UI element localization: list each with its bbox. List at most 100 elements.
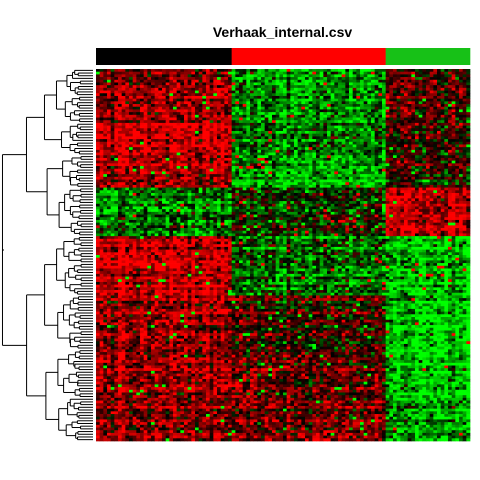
heatmap-cell: [363, 176, 368, 180]
heatmap-cell: [312, 90, 317, 94]
heatmap-cell: [96, 139, 101, 143]
heatmap-cell: [367, 179, 372, 183]
heatmap-cell: [242, 87, 247, 91]
heatmap-cell: [367, 157, 372, 162]
heatmap-cell: [462, 187, 467, 191]
heatmap-cell: [107, 160, 112, 164]
heatmap-cell: [352, 120, 357, 124]
heatmap-cell: [352, 157, 357, 162]
heatmap-cell: [316, 144, 321, 148]
heatmap-cell: [301, 141, 306, 145]
heatmap-cell: [385, 195, 390, 199]
heatmap-cell: [305, 87, 310, 91]
heatmap-cell: [444, 101, 449, 105]
heatmap-cell: [107, 98, 112, 102]
heatmap-cell: [429, 74, 434, 78]
heatmap-cell: [279, 98, 284, 102]
heatmap-cell: [107, 122, 112, 126]
heatmap-cell: [349, 141, 354, 145]
heatmap-cell: [165, 85, 170, 89]
heatmap-cell: [220, 171, 225, 175]
heatmap-cell: [459, 131, 464, 135]
heatmap-cell: [415, 131, 420, 135]
heatmap-cell: [451, 112, 456, 116]
heatmap-cell: [367, 168, 372, 172]
heatmap-cell: [209, 171, 214, 175]
heatmap-cell: [338, 79, 343, 83]
heatmap-cell: [363, 98, 368, 102]
heatmap-cell: [462, 157, 467, 162]
heatmap-cell: [341, 104, 346, 108]
heatmap-cell: [268, 112, 273, 116]
heatmap-cell: [272, 193, 277, 197]
heatmap-cell: [371, 79, 376, 83]
heatmap-cell: [308, 98, 313, 102]
heatmap-cell: [341, 112, 346, 116]
heatmap-cell: [385, 98, 390, 102]
heatmap-cell: [110, 182, 115, 186]
heatmap-cell: [103, 128, 108, 132]
heatmap-cell: [378, 184, 383, 188]
heatmap-cell: [301, 133, 306, 137]
heatmap-cell: [283, 187, 288, 191]
heatmap-cell: [341, 198, 346, 202]
heatmap-cell: [169, 85, 174, 89]
heatmap-cell: [462, 160, 467, 164]
heatmap-cell: [415, 90, 420, 94]
heatmap-cell: [448, 79, 453, 83]
heatmap-cell: [319, 79, 324, 83]
heatmap-cell: [341, 152, 346, 156]
heatmap-cell: [356, 112, 361, 116]
heatmap-cell: [257, 122, 262, 126]
heatmap-cell: [253, 174, 258, 178]
heatmap-cell: [239, 98, 244, 102]
heatmap-cell: [393, 69, 398, 73]
heatmap-cell: [363, 112, 368, 116]
heatmap-cell: [349, 120, 354, 124]
heatmap-cell: [338, 109, 343, 113]
heatmap-cell: [360, 149, 365, 153]
heatmap-cell: [118, 106, 123, 110]
heatmap-cell: [107, 106, 112, 110]
heatmap-cell: [198, 136, 203, 140]
heatmap-cell: [96, 198, 101, 202]
heatmap-cell: [440, 176, 445, 180]
heatmap-cell: [198, 139, 203, 143]
heatmap-cell: [334, 104, 339, 108]
heatmap-cell: [202, 160, 207, 164]
heatmap-cell: [213, 131, 218, 135]
heatmap-cell: [283, 160, 288, 164]
heatmap-cell: [114, 157, 119, 162]
heatmap-cell: [455, 117, 460, 121]
heatmap-cell: [272, 176, 277, 180]
heatmap-cell: [209, 195, 214, 199]
heatmap-cell: [352, 112, 357, 116]
heatmap-cell: [308, 166, 313, 170]
heatmap-cell: [286, 87, 291, 91]
heatmap-cell: [363, 133, 368, 137]
heatmap-cell: [103, 174, 108, 178]
heatmap-cell: [294, 149, 299, 153]
heatmap-cell: [451, 109, 456, 113]
heatmap-cell: [283, 128, 288, 132]
heatmap-cell: [169, 144, 174, 148]
heatmap-cell: [158, 133, 163, 137]
heatmap-cell: [455, 112, 460, 116]
heatmap-cell: [429, 198, 434, 202]
heatmap-cell: [316, 112, 321, 116]
heatmap-cell: [279, 141, 284, 145]
heatmap-cell: [389, 171, 394, 175]
heatmap-cell: [213, 174, 218, 178]
heatmap-cell: [169, 74, 174, 78]
heatmap-cell: [180, 198, 185, 202]
heatmap-cell: [224, 147, 229, 151]
heatmap-cell: [206, 190, 211, 194]
heatmap-cell: [312, 71, 317, 75]
heatmap-cell: [345, 171, 350, 175]
heatmap-cell: [143, 104, 148, 108]
heatmap-cell: [209, 128, 214, 132]
heatmap-cell: [286, 184, 291, 188]
heatmap-cell: [286, 101, 291, 105]
heatmap-cell: [448, 74, 453, 78]
heatmap-cell: [462, 101, 467, 105]
